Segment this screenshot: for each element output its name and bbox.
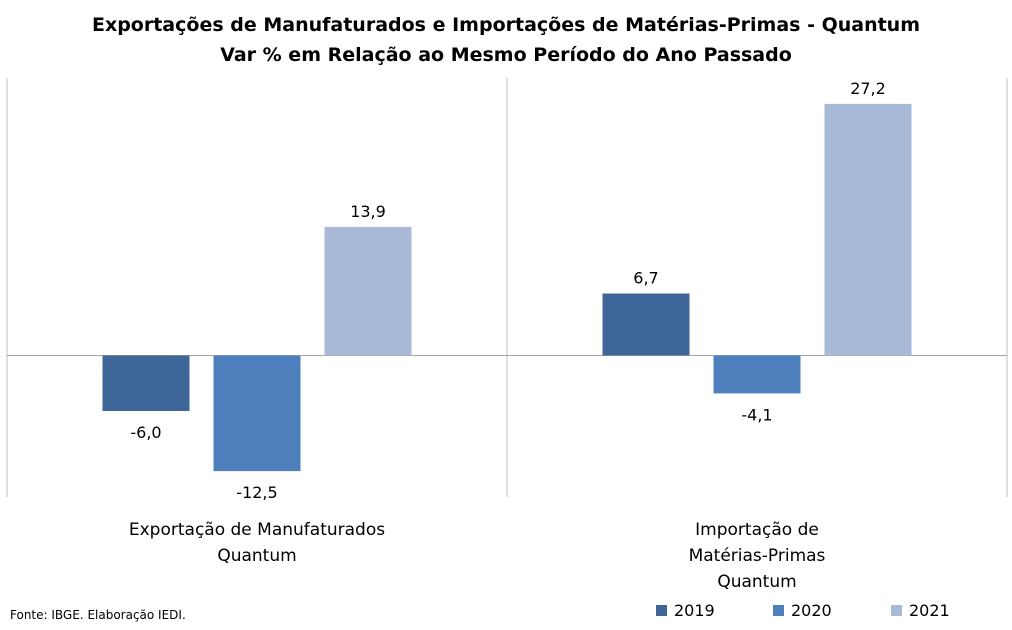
category-label: Quantum: [717, 572, 796, 592]
legend-item-2021: 2021: [891, 601, 950, 620]
data-label: 27,2: [850, 79, 886, 98]
legend-item-2019: 2019: [656, 601, 715, 620]
data-label: 6,7: [633, 269, 658, 288]
legend-swatch: [891, 605, 902, 616]
legend: 2019 2020 2021: [0, 601, 1012, 623]
data-label: -12,5: [236, 483, 277, 502]
legend-label: 2020: [791, 601, 832, 620]
data-label: -6,0: [130, 423, 161, 442]
category-label: Quantum: [217, 546, 296, 566]
category-label: Exportação de Manufaturados: [129, 520, 385, 540]
chart-subtitle: Var % em Relação ao Mesmo Período do Ano…: [220, 44, 792, 66]
data-label: -4,1: [741, 405, 772, 424]
category-label: Matérias-Primas: [689, 546, 826, 566]
bar-2021-cat1: [324, 226, 412, 356]
bar-2019-cat2: [602, 293, 690, 356]
chart-title: Exportações de Manufaturados e Importaçõ…: [91, 14, 921, 36]
data-label: 13,9: [350, 202, 386, 221]
bar-2020-cat2: [713, 355, 801, 394]
legend-item-2020: 2020: [773, 601, 832, 620]
legend-label: 2021: [909, 601, 950, 620]
legend-label: 2019: [674, 601, 715, 620]
bar-2019-cat1: [102, 355, 190, 411]
bar-2020-cat1: [213, 355, 301, 472]
source-note: Fonte: IBGE. Elaboração IEDI.: [10, 608, 186, 622]
legend-swatch: [773, 605, 784, 616]
bar-2021-cat2: [824, 103, 912, 356]
category-label: Importação de: [695, 520, 819, 540]
legend-swatch: [656, 605, 667, 616]
bar-chart: -6,0 -12,5 13,9 Exportação de Manufaturados…: [6, 78, 1008, 592]
